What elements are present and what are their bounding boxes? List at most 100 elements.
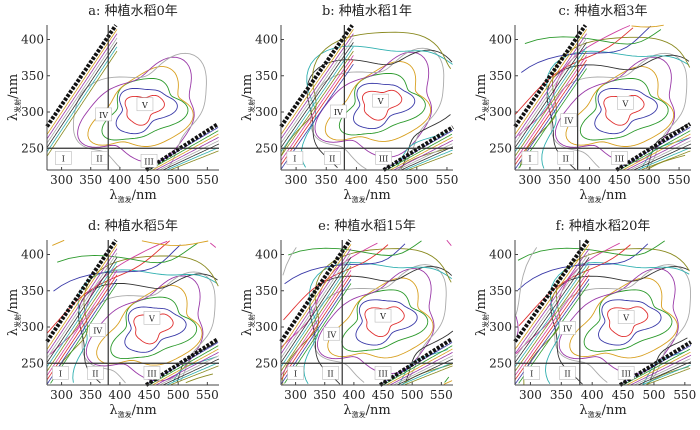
region-label-IV: IV: [93, 327, 102, 336]
panel-title: c: 种植水稻3年: [558, 4, 647, 19]
contour-line: [46, 270, 118, 376]
x-label-subscript: 激发: [588, 410, 602, 419]
contour-line: [514, 55, 587, 161]
region-label-box: [323, 151, 341, 165]
contour-line: [443, 380, 453, 385]
x-tick-label: 550: [196, 173, 219, 187]
contour-line: [46, 37, 118, 144]
contour-line: [280, 270, 352, 376]
y-tick-label: 250: [489, 141, 512, 155]
region-label-IV: IV: [564, 117, 573, 126]
plot-area: [45, 239, 219, 387]
region-label-V: V: [621, 99, 628, 108]
region-label-II: II: [329, 154, 335, 163]
contour-line: [393, 355, 453, 386]
y-label-subscript: 发射: [13, 99, 22, 113]
contour-line: [514, 265, 590, 372]
region-label-I: I: [530, 369, 533, 378]
x-tick-label: 450: [138, 173, 161, 187]
region-label-V: V: [622, 314, 629, 323]
region-label-IV: IV: [563, 324, 572, 333]
region-label-box: [617, 366, 635, 380]
region-label-box: [375, 151, 392, 165]
y-label-symbol: λ: [240, 113, 255, 121]
contour-line: [152, 348, 219, 386]
x-tick-label: 550: [436, 173, 459, 187]
region-label-I: I: [293, 154, 296, 163]
x-label-unit: /nm: [366, 188, 391, 203]
contour-line: [155, 137, 219, 171]
contour-line: [622, 133, 691, 171]
x-axis-label: λ激发/nm: [343, 403, 390, 419]
contour-line: [603, 94, 645, 126]
contour-line: [159, 140, 219, 171]
y-label-subscript: 发射: [481, 99, 490, 113]
x-tick-label: 300: [285, 173, 308, 187]
region-label-box: [287, 366, 304, 380]
region-label-box: [523, 366, 540, 380]
contour-line: [626, 351, 691, 386]
contour-line: [386, 348, 453, 386]
contour-line: [46, 46, 118, 153]
region-label-III: III: [621, 369, 630, 378]
x-label-subscript: 激发: [118, 410, 132, 419]
y-label-symbol: λ: [6, 113, 21, 121]
x-tick-label: 350: [550, 388, 573, 402]
x-tick-label: 500: [401, 388, 424, 402]
region-label-IV: IV: [327, 330, 336, 339]
contour-line: [569, 277, 678, 359]
contour-line: [280, 55, 354, 161]
y-label-subscript: 发射: [247, 99, 256, 113]
panel-title: f: 种植水稻20年: [556, 219, 651, 234]
region-label-box: [557, 151, 575, 165]
y-label-unit: /nm: [240, 289, 255, 314]
x-label-subscript: 激发: [588, 195, 602, 204]
contour-line: [514, 29, 587, 135]
contour-line: [565, 66, 675, 147]
rayleigh-scatter-band: [279, 24, 354, 128]
contour-line: [400, 146, 454, 171]
x-label-subscript: 激发: [352, 410, 366, 419]
region-label-III: III: [379, 154, 388, 163]
y-tick-label: 350: [21, 284, 44, 298]
x-tick-label: 350: [79, 173, 102, 187]
x-tick-label: 500: [638, 173, 661, 187]
region-label-I: I: [294, 369, 297, 378]
x-axis-label: λ激发/nm: [579, 403, 626, 419]
contour-line: [386, 133, 453, 171]
second-order-scatter-band: [615, 122, 692, 172]
contour-line: [46, 265, 118, 372]
x-label-subscript: 激发: [118, 195, 132, 204]
x-tick-label: 400: [581, 388, 604, 402]
y-tick-label: 400: [489, 33, 512, 47]
region-label-II: II: [96, 154, 102, 163]
x-tick-label: 550: [673, 388, 696, 402]
y-tick-label: 250: [21, 141, 44, 155]
contour-line: [517, 243, 649, 291]
region-label-box: [286, 151, 304, 165]
contour-line: [281, 239, 452, 348]
contour-line: [408, 152, 453, 171]
y-label-subscript: 发射: [481, 314, 490, 328]
x-label-symbol: λ: [579, 403, 587, 418]
y-tick-label: 300: [489, 320, 512, 334]
y-tick-label: 400: [255, 33, 278, 47]
x-tick-label: 400: [345, 173, 368, 187]
contour-line: [518, 244, 631, 327]
region-label-box: [55, 151, 72, 165]
y-tick-label: 400: [21, 248, 44, 262]
contour-line: [607, 306, 649, 338]
region-label-box: [322, 366, 339, 380]
region-label-box: [559, 321, 576, 335]
contour-line: [514, 270, 590, 376]
contour-line: [124, 306, 187, 353]
x-tick-label: 300: [50, 388, 73, 402]
contour-line: [115, 87, 178, 135]
region-label-II: II: [92, 369, 98, 378]
contour-line: [364, 306, 405, 338]
panel-title: a: 种植水稻0年: [88, 4, 178, 19]
contour-line: [514, 247, 538, 318]
contour-line: [280, 248, 352, 355]
contour-line: [46, 252, 118, 359]
